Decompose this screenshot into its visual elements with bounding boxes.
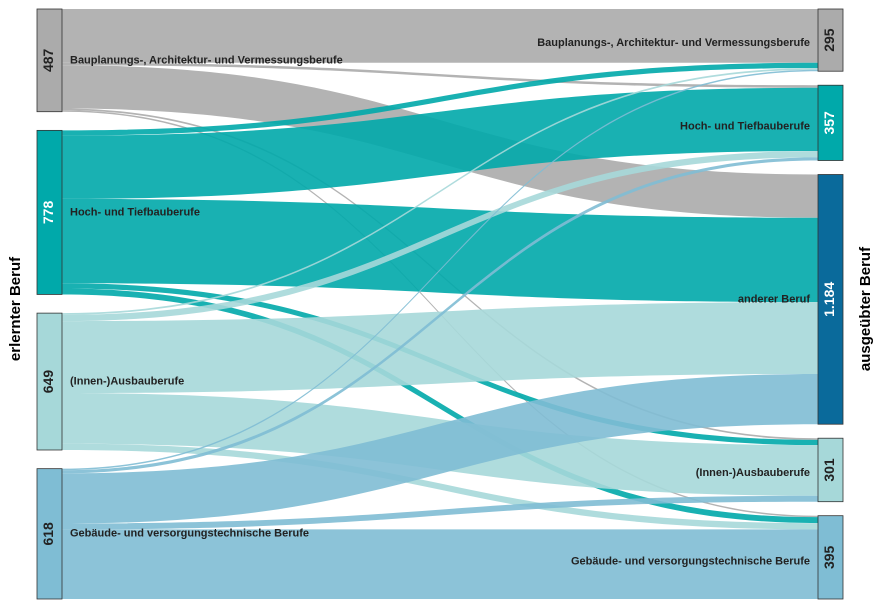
flow [62,198,818,303]
flow [62,302,818,394]
node-value: 778 [40,201,56,225]
node-value: 295 [821,28,837,52]
node-label: Gebäude- und versorgungstechnische Beruf… [571,555,810,567]
node [36,8,63,113]
node-label: Hoch- und Tiefbauberufe [680,121,810,133]
node [36,129,63,295]
flow [62,495,818,530]
node-value: 487 [40,48,56,72]
flow [62,62,818,88]
node [817,174,844,425]
node [817,515,844,600]
flow [62,69,818,471]
node-value: 1.184 [821,282,837,317]
node-label: Hoch- und Tiefbauberufe [70,206,200,218]
flow [62,288,818,524]
node-label: (Innen-)Ausbauberufe [70,375,184,387]
node-label: Bauplanungs-, Architektur- und Vermessun… [70,54,343,66]
flow [62,151,818,322]
left-axis-label: erlernter Beruf [7,256,24,361]
node-value: 618 [40,522,56,546]
node [36,312,63,451]
flow [62,443,818,530]
node [817,8,844,72]
flow [62,9,818,63]
links [62,9,818,599]
node-value: 301 [821,458,837,482]
node-value: 395 [821,545,837,569]
node [36,468,63,600]
node [817,437,844,503]
node-label: anderer Beruf [738,293,810,305]
node [817,84,844,161]
flow [62,157,818,474]
node-value: 357 [821,111,837,135]
flow [62,87,818,199]
node-label: (Innen-)Ausbauberufe [696,467,810,479]
right-axis-label: ausgeübter Beruf [857,246,874,371]
flow [62,529,818,599]
nodes: 487 Bauplanungs-, Architektur- und Vermes… [36,8,844,600]
flow [62,374,818,524]
node-label: Bauplanungs-, Architektur- und Vermessun… [537,37,810,49]
flow [62,62,818,136]
node-value: 649 [40,370,56,394]
node-label: Gebäude- und versorgungstechnische Beruf… [70,528,309,540]
flow [62,68,818,315]
